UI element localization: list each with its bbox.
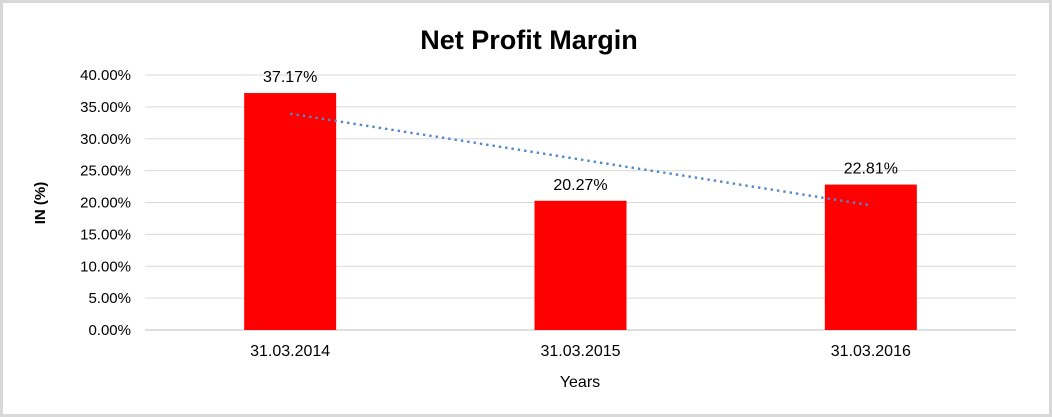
bar-data-label: 37.17% [263, 69, 317, 86]
y-tick-label: 15.00% [80, 226, 131, 243]
chart-title: Net Profit Margin [420, 25, 638, 55]
y-tick-label: 20.00% [80, 195, 131, 212]
bar [534, 200, 627, 330]
x-category-label: 31.03.2015 [540, 343, 620, 360]
y-tick-label: 30.00% [80, 131, 131, 148]
bar-data-label: 22.81% [844, 161, 898, 178]
bar [244, 93, 337, 330]
y-axis-title: IN (%) [32, 182, 49, 225]
y-axis-tick-labels: 0.00% 5.00% 10.00% 15.00% 20.00% 25.00% 30.00%… [80, 67, 131, 339]
x-category-label: 31.03.2014 [250, 343, 330, 360]
y-tick-label: 10.00% [80, 258, 131, 275]
y-tick-label: 25.00% [80, 163, 131, 180]
x-axis-title: Years [560, 374, 600, 391]
y-tick-label: 35.00% [80, 99, 131, 116]
data-labels: 37.17% 20.27% 22.81% [263, 69, 898, 194]
trendline-dotted [289, 112, 872, 207]
trendline [289, 112, 872, 207]
bar-data-label: 20.27% [553, 177, 607, 194]
bar-series [244, 93, 917, 330]
bar [824, 184, 917, 330]
net-profit-margin-chart: 0.00% 5.00% 10.00% 15.00% 20.00% 25.00% 30.00%… [32, 25, 1016, 391]
x-category-label: 31.03.2016 [831, 343, 911, 360]
x-axis-category-labels: 31.03.2014 31.03.2015 31.03.2016 [250, 343, 911, 360]
y-tick-label: 40.00% [80, 67, 131, 84]
y-tick-label: 0.00% [88, 322, 131, 339]
y-tick-label: 5.00% [88, 290, 131, 307]
